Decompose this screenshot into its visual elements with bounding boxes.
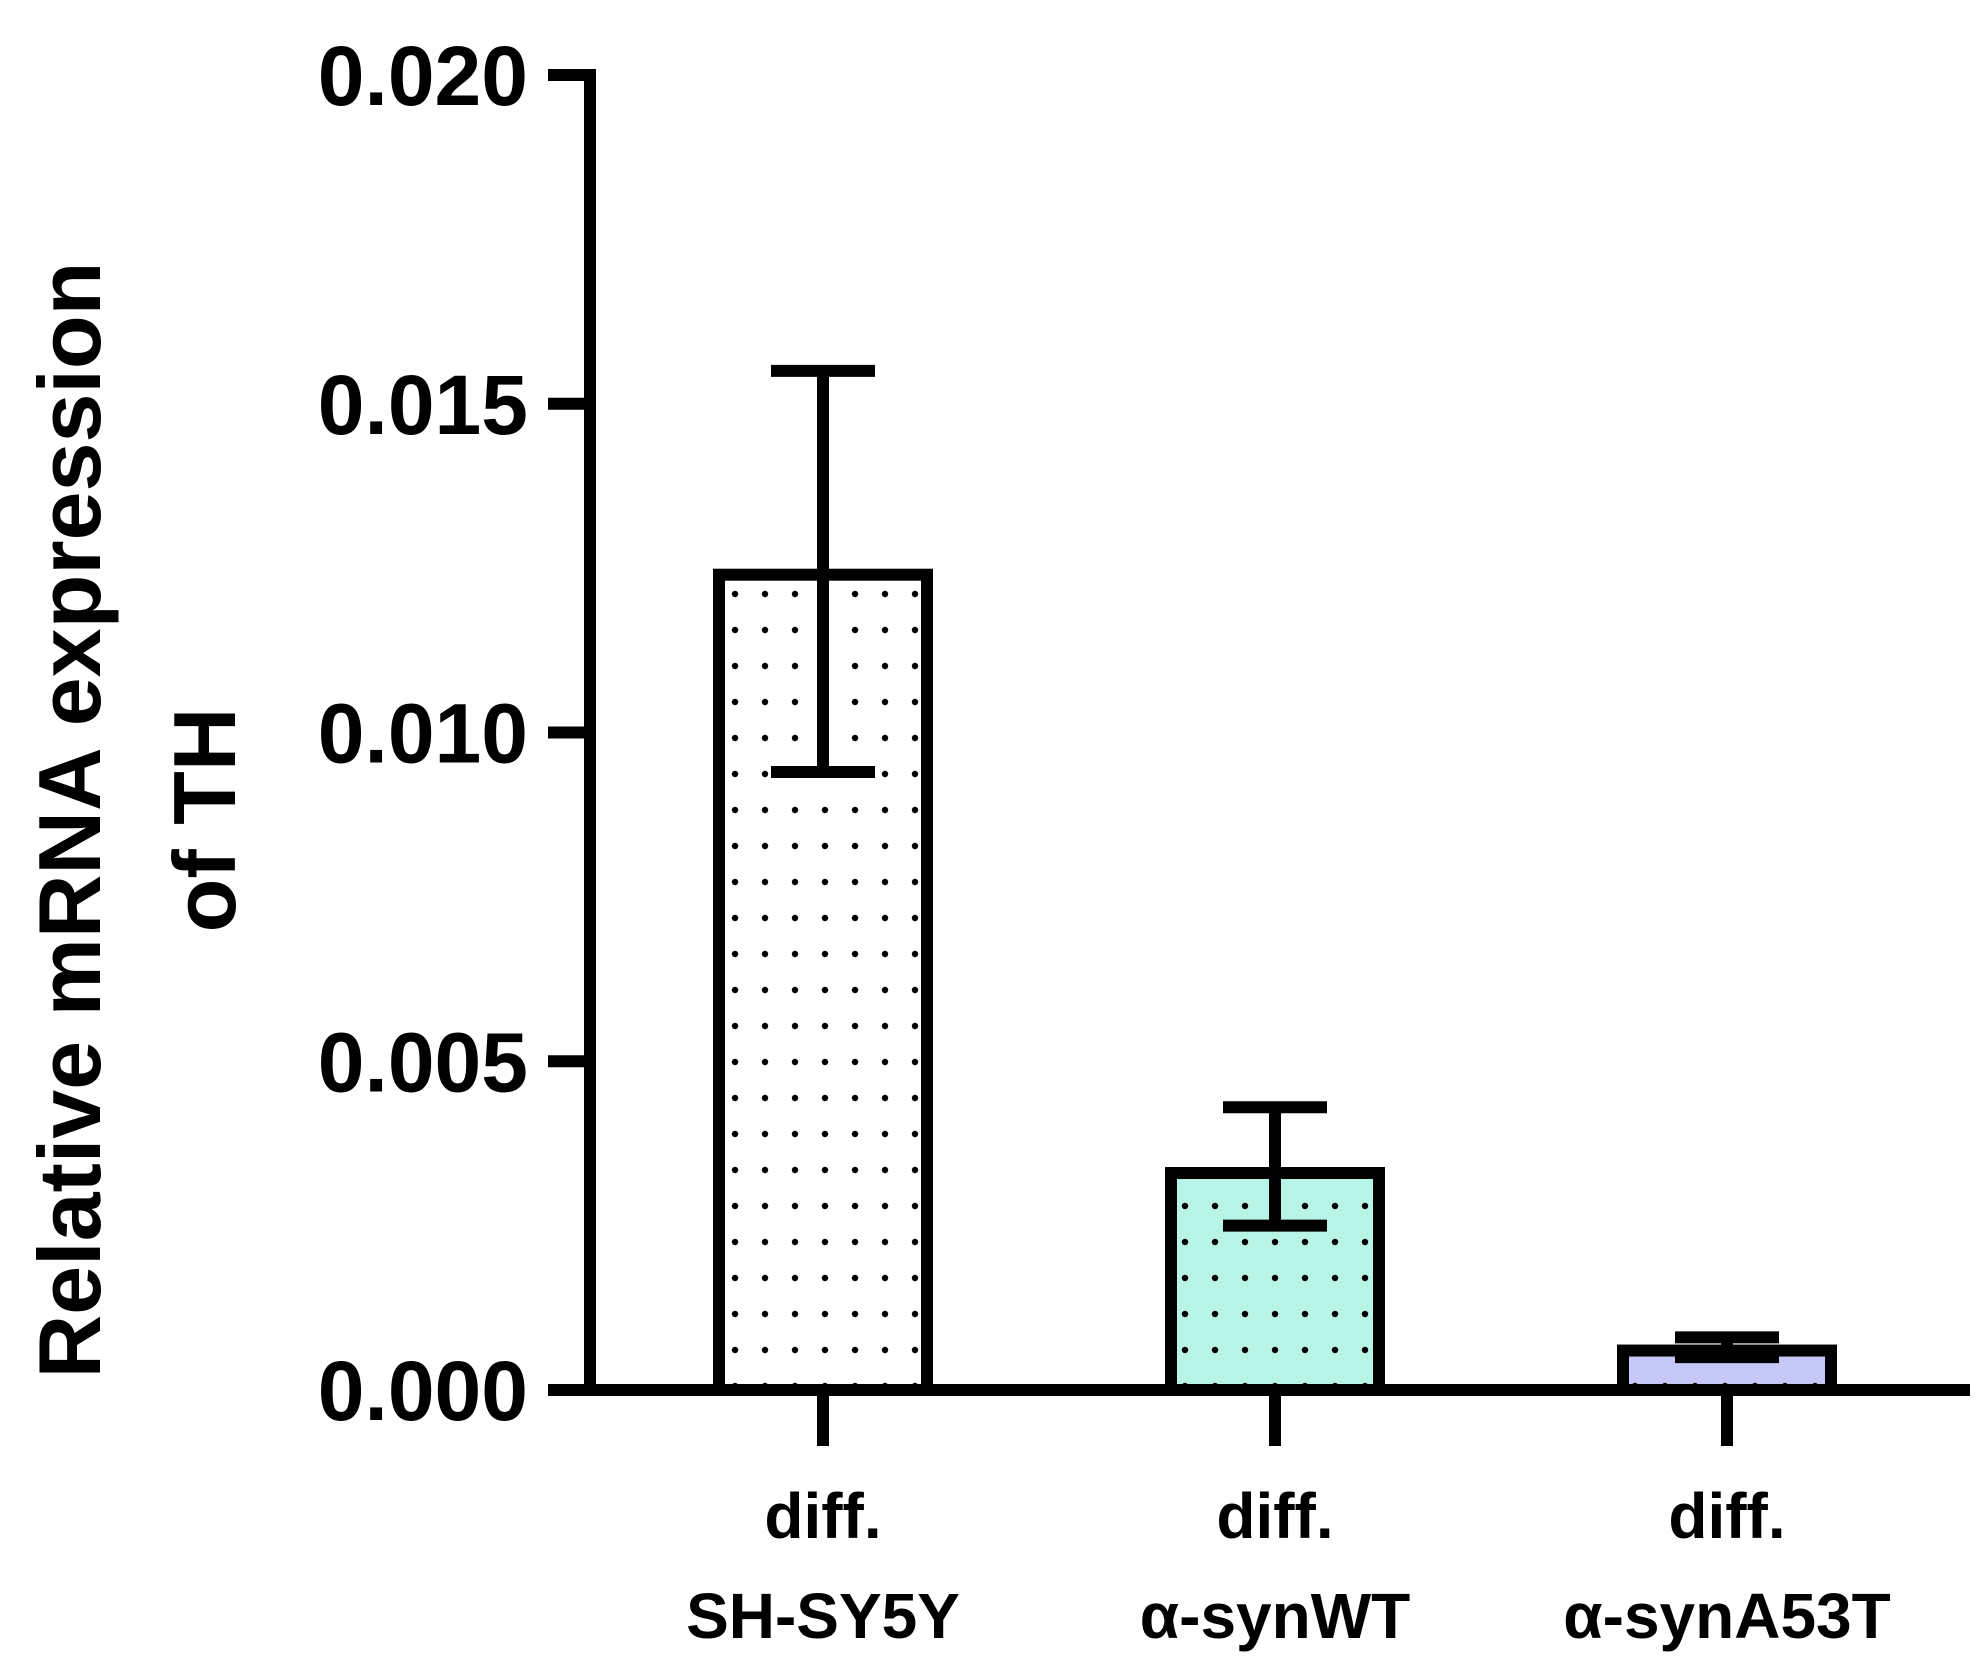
y-tick-label: 0.020 bbox=[318, 29, 528, 123]
x-tick-label: α-synA53T bbox=[1563, 1580, 1890, 1652]
bars bbox=[713, 364, 1837, 1397]
x-axis-ticks: diff. SH-SY5Y diff. α-synWT diff. α-synA53T bbox=[686, 1390, 1891, 1652]
x-tick-label: diff. bbox=[1216, 1480, 1333, 1552]
y-axis-ticks: 0.000 0.005 0.010 0.015 0.020 bbox=[318, 29, 590, 1438]
x-tick-label: diff. bbox=[1668, 1480, 1785, 1552]
y-axis-title-line-2: of TH bbox=[155, 708, 254, 933]
y-axis-title-line-1: Relative mRNA expression bbox=[20, 262, 119, 1379]
y-tick-label: 0.010 bbox=[318, 687, 528, 781]
x-tick-label: α-synWT bbox=[1140, 1580, 1410, 1652]
y-tick-label: 0.015 bbox=[318, 358, 528, 452]
y-tick-label: 0.005 bbox=[318, 1015, 528, 1109]
x-tick-label: SH-SY5Y bbox=[686, 1580, 960, 1652]
y-tick-label: 0.000 bbox=[318, 1344, 528, 1438]
y-axis-title: Relative mRNA expression of TH bbox=[20, 262, 254, 1379]
x-tick-label: diff. bbox=[764, 1480, 881, 1552]
